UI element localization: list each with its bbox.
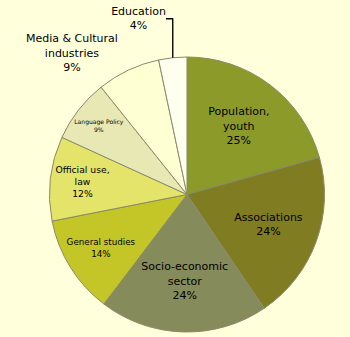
- svg-text:Socio-economicsector24%: Socio-economicsector24%: [141, 260, 228, 302]
- svg-text:Language Policy9%: Language Policy9%: [74, 118, 124, 133]
- svg-text:Education4%: Education4%: [111, 5, 166, 32]
- svg-text:Official use,law12%: Official use,law12%: [55, 164, 109, 199]
- svg-text:Media & Culturalindustries9%: Media & Culturalindustries9%: [26, 32, 118, 74]
- svg-text:General studies14%: General studies14%: [67, 237, 136, 258]
- svg-text:Population,youth25%: Population,youth25%: [208, 105, 269, 147]
- svg-text:Associations24%: Associations24%: [234, 211, 303, 238]
